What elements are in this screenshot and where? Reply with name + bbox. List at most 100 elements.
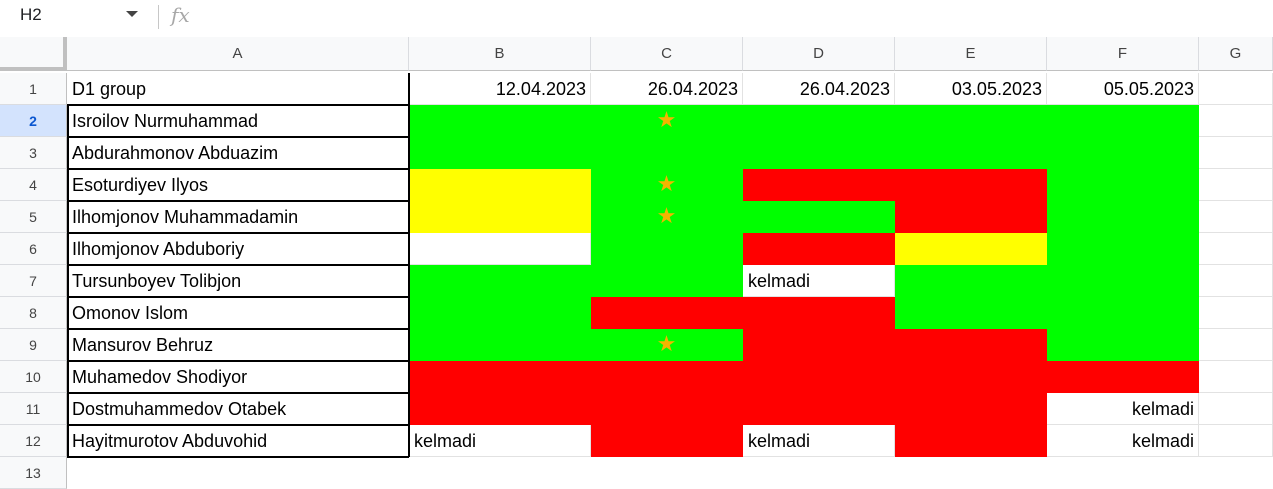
cell-e3[interactable] [895,137,1047,169]
cell-a7[interactable]: Tursunboyev Tolibjon [67,265,409,297]
cell-f6[interactable] [1047,233,1199,265]
select-all-corner[interactable] [0,37,67,71]
cell-a3[interactable]: Abdurahmonov Abduazim [67,137,409,169]
row-header-3[interactable]: 3 [0,137,67,169]
cell-d7[interactable]: kelmadi [743,265,895,297]
cell-a12[interactable]: Hayitmurotov Abduvohid [67,425,409,457]
cell-c6[interactable] [591,233,743,265]
cell-f7[interactable] [1047,265,1199,297]
cell-e2[interactable] [895,105,1047,137]
row-header-5[interactable]: 5 [0,201,67,233]
cell-f12[interactable]: kelmadi [1047,425,1199,457]
cell-d10[interactable] [743,361,895,393]
cell-e9[interactable] [895,329,1047,361]
cell-g2[interactable] [1199,105,1273,137]
cell-e11[interactable] [895,393,1047,425]
cell-d4[interactable] [743,169,895,201]
row-header-12[interactable]: 12 [0,425,67,457]
cell-b12[interactable]: kelmadi [409,425,591,457]
cell-g9[interactable] [1199,329,1273,361]
cell-c12[interactable] [591,425,743,457]
cell-a9[interactable]: Mansurov Behruz [67,329,409,361]
cell-g6[interactable] [1199,233,1273,265]
cell-g5[interactable] [1199,201,1273,233]
cell-c9[interactable]: ★ [591,329,743,361]
cell-c3[interactable] [591,137,743,169]
cell-b9[interactable] [409,329,591,361]
cell-a1[interactable]: D1 group [67,73,409,105]
column-header-g[interactable]: G [1199,37,1273,71]
cell-c4[interactable]: ★ [591,169,743,201]
cell-c5[interactable]: ★ [591,201,743,233]
cell-e4[interactable] [895,169,1047,201]
cell-b7[interactable] [409,265,591,297]
cell-d8[interactable] [743,297,895,329]
cell-e5[interactable] [895,201,1047,233]
cell-b10[interactable] [409,361,591,393]
cell-f11[interactable]: kelmadi [1047,393,1199,425]
row-header-6[interactable]: 6 [0,233,67,265]
cell-d1[interactable]: 26.04.2023 [743,73,895,105]
cell-d6[interactable] [743,233,895,265]
cell-d2[interactable] [743,105,895,137]
cell-b6[interactable] [409,233,591,265]
cell-b8[interactable] [409,297,591,329]
cell-a11[interactable]: Dostmuhammedov Otabek [67,393,409,425]
cell-g8[interactable] [1199,297,1273,329]
cell-d5[interactable] [743,201,895,233]
cell-d3[interactable] [743,137,895,169]
cell-f8[interactable] [1047,297,1199,329]
cell-b1[interactable]: 12.04.2023 [409,73,591,105]
cell-c2[interactable]: ★ [591,105,743,137]
cell-a4[interactable]: Esoturdiyev Ilyos [67,169,409,201]
cell-e12[interactable] [895,425,1047,457]
cell-a6[interactable]: Ilhomjonov Abduboriy [67,233,409,265]
cell-b3[interactable] [409,137,591,169]
column-header-c[interactable]: C [591,37,743,71]
cell-g1[interactable] [1199,73,1273,105]
cell-g10[interactable] [1199,361,1273,393]
cell-e8[interactable] [895,297,1047,329]
cell-f9[interactable] [1047,329,1199,361]
row-header-8[interactable]: 8 [0,297,67,329]
cell-c7[interactable] [591,265,743,297]
cell-d9[interactable] [743,329,895,361]
cell-b11[interactable] [409,393,591,425]
column-header-f[interactable]: F [1047,37,1199,71]
cell-b5[interactable] [409,201,591,233]
cell-e7[interactable] [895,265,1047,297]
cell-f10[interactable] [1047,361,1199,393]
column-header-e[interactable]: E [895,37,1047,71]
chevron-down-icon[interactable] [126,11,138,17]
name-box[interactable]: H2 [20,5,42,24]
cell-g12[interactable] [1199,425,1273,457]
row-header-11[interactable]: 11 [0,393,67,425]
cell-f2[interactable] [1047,105,1199,137]
cell-c10[interactable] [591,361,743,393]
cell-b2[interactable] [409,105,591,137]
cell-a5[interactable]: Ilhomjonov Muhammadamin [67,201,409,233]
cell-b4[interactable] [409,169,591,201]
row-header-7[interactable]: 7 [0,265,67,297]
column-header-b[interactable]: B [409,37,591,71]
row-header-4[interactable]: 4 [0,169,67,201]
cell-f3[interactable] [1047,137,1199,169]
cell-g4[interactable] [1199,169,1273,201]
cell-f5[interactable] [1047,201,1199,233]
row-header-10[interactable]: 10 [0,361,67,393]
row-header-2[interactable]: 2 [0,105,67,137]
column-header-d[interactable]: D [743,37,895,71]
cell-g3[interactable] [1199,137,1273,169]
cell-d11[interactable] [743,393,895,425]
cell-a8[interactable]: Omonov Islom [67,297,409,329]
cell-g7[interactable] [1199,265,1273,297]
cell-d12[interactable]: kelmadi [743,425,895,457]
cell-f4[interactable] [1047,169,1199,201]
cell-c8[interactable] [591,297,743,329]
cell-c1[interactable]: 26.04.2023 [591,73,743,105]
row-header-9[interactable]: 9 [0,329,67,361]
cell-g11[interactable] [1199,393,1273,425]
row-header-1[interactable]: 1 [0,73,67,105]
cell-a10[interactable]: Muhamedov Shodiyor [67,361,409,393]
cell-e10[interactable] [895,361,1047,393]
